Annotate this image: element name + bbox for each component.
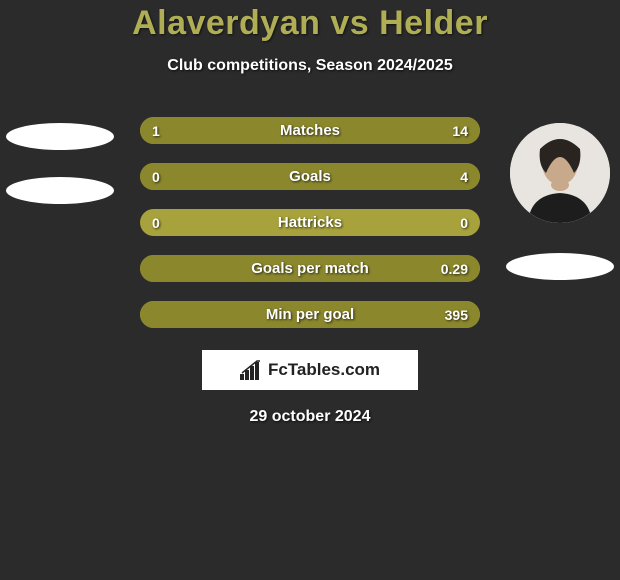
subtitle: Club competitions, Season 2024/2025 <box>0 57 620 75</box>
page-title: Alaverdyan vs Helder <box>0 4 620 43</box>
player-left-avatar-placeholder <box>6 123 114 150</box>
stat-label: Goals <box>140 163 480 190</box>
stat-label: Goals per match <box>140 255 480 282</box>
stat-label: Matches <box>140 117 480 144</box>
source-logo-text: FcTables.com <box>268 360 380 380</box>
stat-value-right: 14 <box>452 117 468 144</box>
stat-value-left: 0 <box>152 163 160 190</box>
player-right-avatar <box>510 123 610 223</box>
player-right-column <box>500 117 620 280</box>
stat-value-right: 395 <box>445 301 468 328</box>
stat-bars: Matches114Goals04Hattricks00Goals per ma… <box>140 117 480 328</box>
bar-chart-icon <box>240 360 262 380</box>
player-left-name-oval <box>6 177 114 204</box>
stat-label: Min per goal <box>140 301 480 328</box>
player-right-name-oval <box>506 253 614 280</box>
date-line: 29 october 2024 <box>0 408 620 426</box>
player-left-column <box>0 117 120 204</box>
stat-row: Hattricks0 0 <box>140 209 480 236</box>
stat-value-right: 4 <box>460 163 468 190</box>
stat-value-right: 0.29 <box>441 255 468 282</box>
stat-label: Hattricks <box>140 209 480 236</box>
stat-value-right: 0 <box>460 209 468 236</box>
stat-row: Goals0 4 <box>140 163 480 190</box>
avatar-placeholder-icon <box>510 123 610 223</box>
stat-row: Min per goal395 <box>140 301 480 328</box>
stat-value-left: 0 <box>152 209 160 236</box>
stat-row: Goals per match0.29 <box>140 255 480 282</box>
stat-row: Matches1 14 <box>140 117 480 144</box>
stat-value-left: 1 <box>152 117 160 144</box>
comparison-card: Alaverdyan vs Helder Club competitions, … <box>0 0 620 426</box>
source-logo: FcTables.com <box>202 350 418 390</box>
content-row: Matches114Goals04Hattricks00Goals per ma… <box>0 117 620 328</box>
